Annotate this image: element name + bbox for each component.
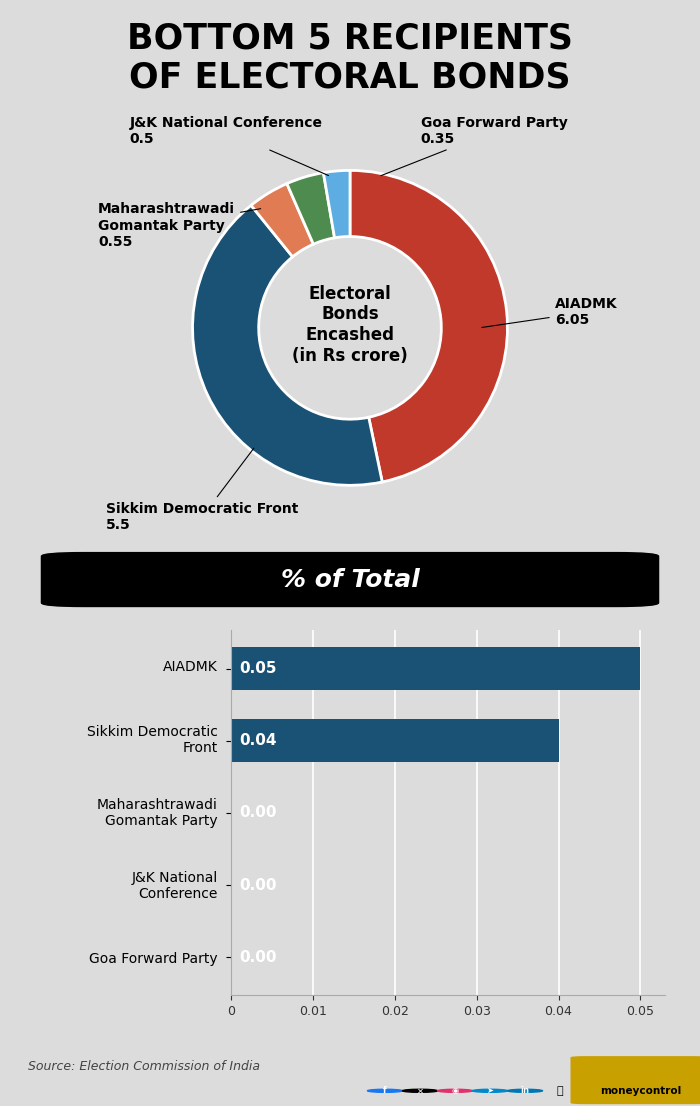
Text: 👻: 👻 xyxy=(556,1086,564,1096)
Text: 0.00: 0.00 xyxy=(239,805,276,821)
Text: moneycontrol: moneycontrol xyxy=(600,1086,681,1096)
Text: % of Total: % of Total xyxy=(281,567,419,592)
FancyBboxPatch shape xyxy=(570,1056,700,1104)
Wedge shape xyxy=(193,206,382,486)
Text: AIADMK
6.05: AIADMK 6.05 xyxy=(482,298,617,327)
FancyBboxPatch shape xyxy=(41,553,659,606)
Text: ◉: ◉ xyxy=(452,1086,458,1095)
Bar xyxy=(231,719,559,762)
Text: J&K National
Conference: J&K National Conference xyxy=(131,870,218,901)
Wedge shape xyxy=(287,173,335,244)
Circle shape xyxy=(508,1089,542,1093)
Circle shape xyxy=(473,1089,508,1093)
Text: J&K National Conference
0.5: J&K National Conference 0.5 xyxy=(130,116,328,176)
Text: ➤: ➤ xyxy=(486,1086,493,1095)
Text: Sikkim Democratic Front
5.5: Sikkim Democratic Front 5.5 xyxy=(106,448,298,532)
Text: Maharashtrawadi
Gomantak Party: Maharashtrawadi Gomantak Party xyxy=(97,797,218,828)
Text: Goa Forward Party: Goa Forward Party xyxy=(89,952,218,966)
Text: Sikkim Democratic
Front: Sikkim Democratic Front xyxy=(87,724,218,755)
Text: 0.05: 0.05 xyxy=(239,661,276,676)
Text: 0.00: 0.00 xyxy=(239,877,276,893)
Text: Electoral
Bonds
Encashed
(in Rs crore): Electoral Bonds Encashed (in Rs crore) xyxy=(292,284,408,365)
Circle shape xyxy=(438,1089,472,1093)
Text: BOTTOM 5 RECIPIENTS
OF ELECTORAL BONDS: BOTTOM 5 RECIPIENTS OF ELECTORAL BONDS xyxy=(127,21,573,95)
Wedge shape xyxy=(251,184,314,257)
Text: f: f xyxy=(383,1086,387,1095)
Wedge shape xyxy=(350,170,508,482)
Text: ✕: ✕ xyxy=(416,1086,424,1095)
Text: Goa Forward Party
0.35: Goa Forward Party 0.35 xyxy=(381,116,568,176)
Text: 0.00: 0.00 xyxy=(239,950,276,964)
Text: in: in xyxy=(521,1086,529,1095)
Text: 0.04: 0.04 xyxy=(239,733,276,749)
Bar xyxy=(231,647,640,690)
Text: Maharashtrawadi
Gomantak Party
0.55: Maharashtrawadi Gomantak Party 0.55 xyxy=(98,202,260,249)
Wedge shape xyxy=(323,170,350,238)
Circle shape xyxy=(368,1089,402,1093)
Text: AIADMK: AIADMK xyxy=(162,660,218,674)
Text: Source: Election Commission of India: Source: Election Commission of India xyxy=(28,1060,260,1073)
Circle shape xyxy=(402,1089,438,1093)
